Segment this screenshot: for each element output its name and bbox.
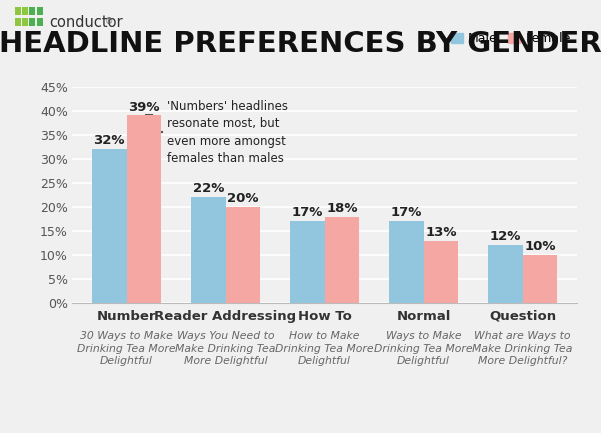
Text: Number: Number	[97, 310, 156, 323]
Text: What are Ways to
Make Drinking Tea
More Delightful?: What are Ways to Make Drinking Tea More …	[472, 331, 573, 366]
Text: 13%: 13%	[425, 226, 457, 239]
Text: ®: ®	[105, 17, 114, 26]
Text: 39%: 39%	[128, 100, 160, 113]
Bar	[290, 221, 325, 303]
Text: 22%: 22%	[192, 182, 224, 195]
Text: Normal: Normal	[396, 310, 451, 323]
Text: Ways to Make
Drinking Tea More
Delightful: Ways to Make Drinking Tea More Delightfu…	[374, 331, 473, 366]
Bar	[325, 216, 359, 303]
Text: conductor: conductor	[49, 15, 123, 30]
Text: 17%: 17%	[391, 207, 422, 220]
Text: How to Make
Drinking Tea More
Delightful: How to Make Drinking Tea More Delightful	[275, 331, 374, 366]
Text: 10%: 10%	[524, 240, 555, 253]
Bar	[522, 255, 557, 303]
Bar	[424, 241, 458, 303]
Bar	[389, 221, 424, 303]
Bar	[191, 197, 225, 303]
Bar	[225, 207, 260, 303]
Text: 30 Ways to Make
Drinking Tea More
Delightful: 30 Ways to Make Drinking Tea More Deligh…	[78, 331, 176, 366]
Text: How To: How To	[297, 310, 352, 323]
Text: Reader Addressing: Reader Addressing	[154, 310, 297, 323]
Text: 12%: 12%	[489, 230, 521, 243]
Text: 32%: 32%	[94, 134, 125, 147]
Text: Ways You Need to
Make Drinking Tea
More Delightful: Ways You Need to Make Drinking Tea More …	[175, 331, 276, 366]
Text: 'Numbers' headlines
resonate most, but
even more amongst
females than males: 'Numbers' headlines resonate most, but e…	[166, 100, 288, 165]
Text: 18%: 18%	[326, 202, 358, 215]
Text: 17%: 17%	[291, 207, 323, 220]
Legend: Male, Female: Male, Female	[451, 32, 571, 45]
Bar	[127, 116, 161, 303]
Text: Question: Question	[489, 310, 556, 323]
Text: 20%: 20%	[227, 192, 258, 205]
Bar	[488, 246, 522, 303]
Bar	[92, 149, 127, 303]
Text: HEADLINE PREFERENCES BY GENDER: HEADLINE PREFERENCES BY GENDER	[0, 30, 601, 58]
